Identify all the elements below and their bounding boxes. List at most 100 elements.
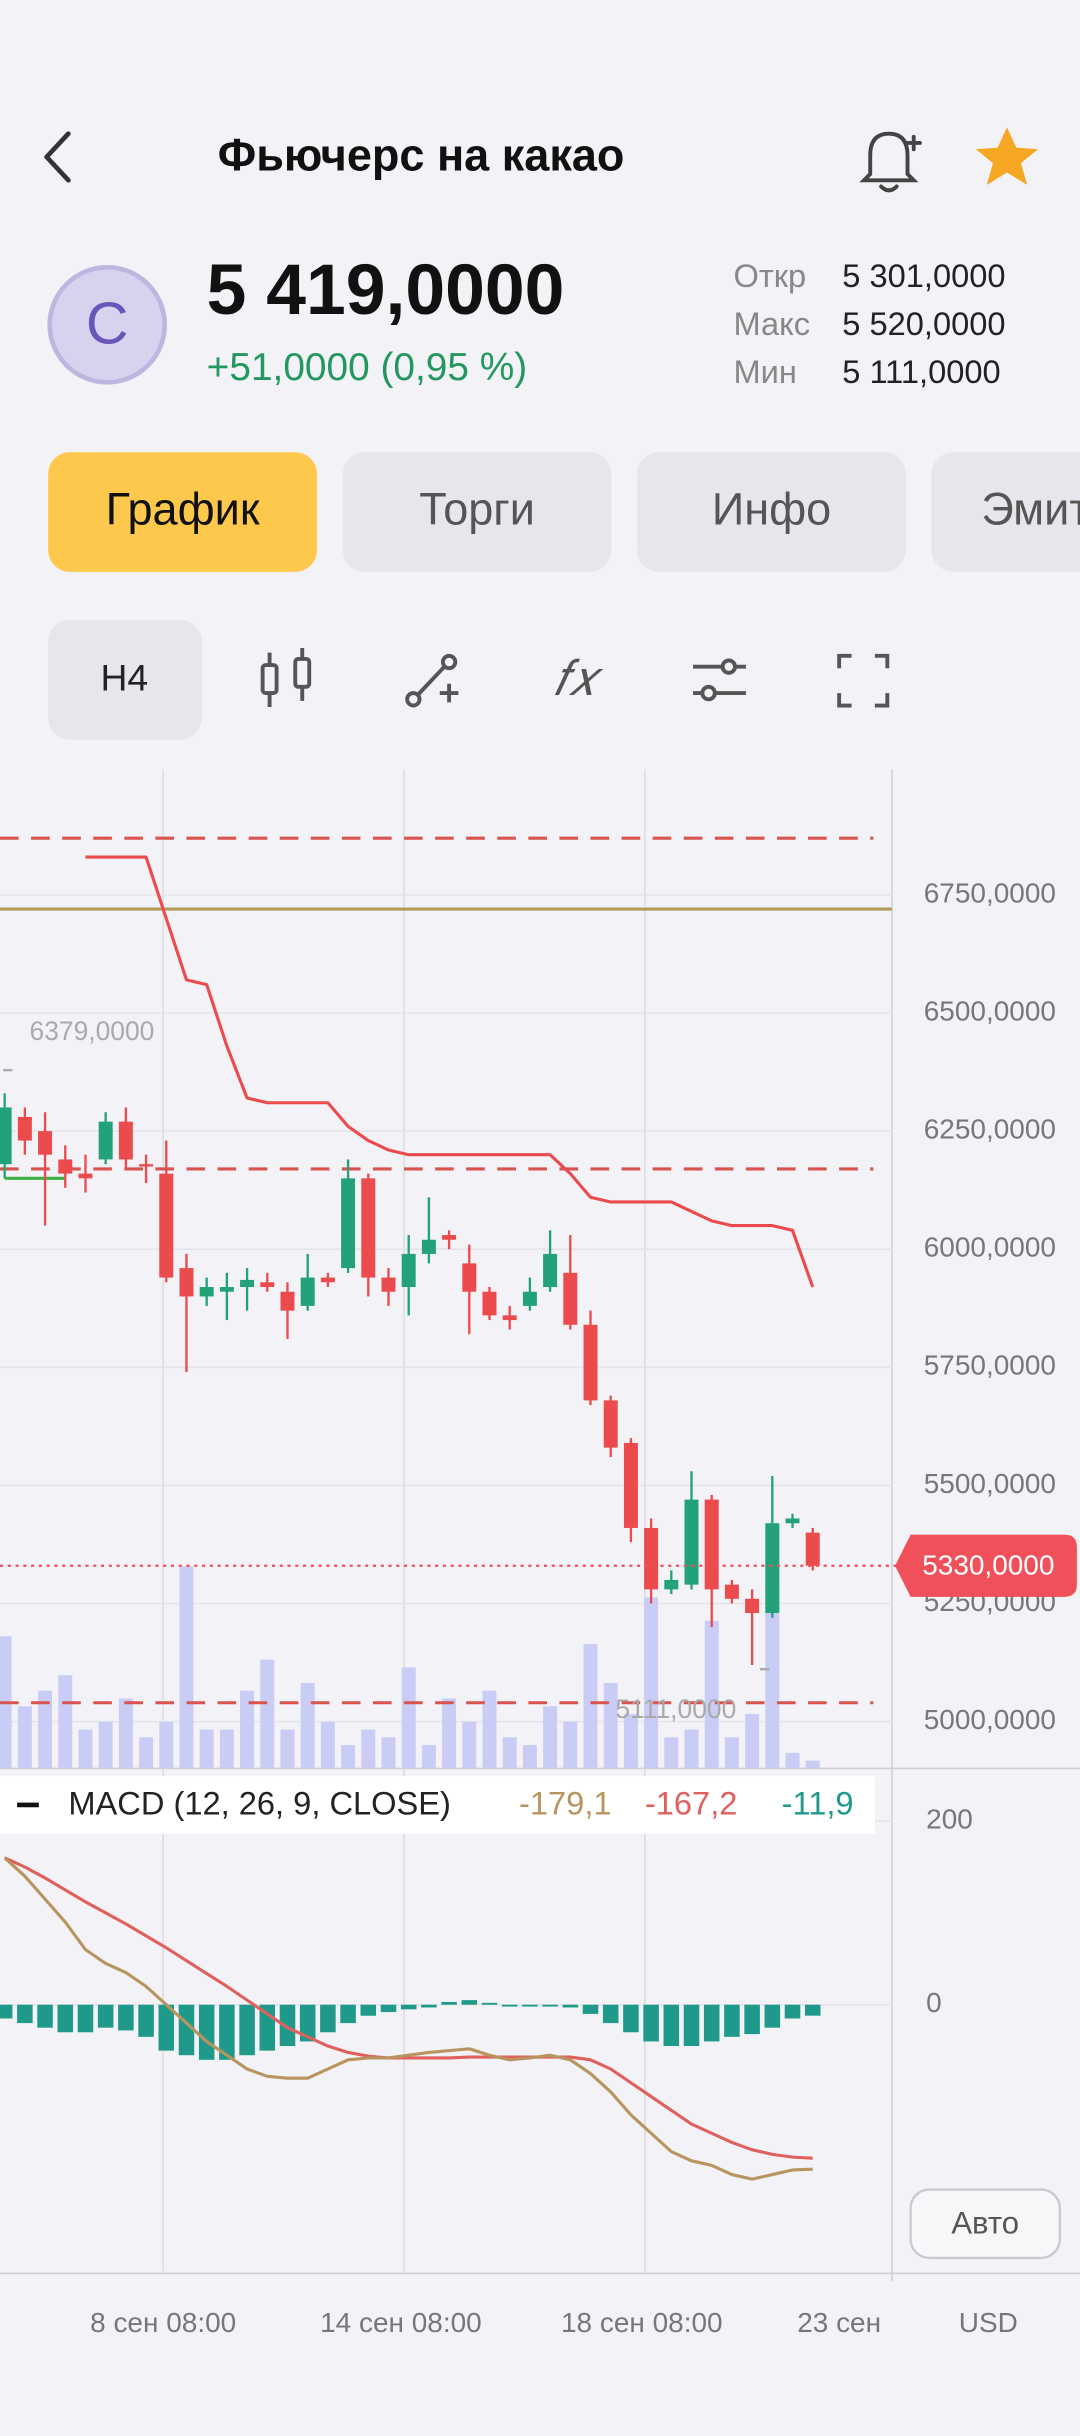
macd-histogram-bar [804,2004,821,2016]
candle [482,1287,497,1321]
macd-histogram-bar [320,2004,336,2033]
macd-histogram-bar [360,2004,377,2016]
candle-body [664,1579,679,1590]
macd-histogram-bar [501,2004,518,2007]
candle [684,1471,699,1590]
interval-button[interactable] [48,620,203,740]
fullscreen-button[interactable] [837,653,890,708]
macd-histogram-bar [663,2004,680,2047]
tab-label: Эмит [981,484,1080,535]
candle [644,1518,659,1604]
draw-button[interactable] [405,653,459,708]
candle-body [623,1442,638,1528]
candle [280,1282,295,1339]
volume-bar [78,1729,93,1769]
macd-legend-box [0,1776,875,1834]
candle [563,1235,578,1330]
y-tick-label: 0 [926,1987,942,2018]
y-tick-label: 5750,0000 [924,1350,1056,1381]
candle-body [179,1268,194,1297]
volume-bar [421,1745,436,1769]
stat-value: 5 301,0000 [842,257,1005,294]
candle-body [724,1584,739,1599]
macd-histogram-bar [77,2004,94,2033]
candle-body [361,1178,376,1278]
settings-button[interactable] [693,658,746,702]
macd-legend-icon[interactable] [17,1802,39,1808]
candle-body [462,1263,477,1292]
macd-histogram-bar [481,2002,498,2005]
x-tick-label: 14 сен 08:00 [320,2307,482,2338]
volume-bar [179,1566,194,1769]
candle [118,1107,133,1169]
macd-histogram-bar [703,2004,720,2042]
candle-body [0,1107,12,1165]
macd-histogram-bar [744,2004,760,2035]
tab[interactable] [342,452,612,572]
tab[interactable] [637,452,906,572]
tab[interactable] [931,452,1080,572]
candle-body [38,1131,53,1155]
volume-bar [139,1737,154,1769]
candle [38,1112,53,1226]
candle [17,1107,32,1155]
macd-histogram-bar [461,2000,478,2005]
volume-bar [320,1721,335,1769]
macd-value: -179,1 [519,1784,612,1821]
stat-label: Откр [733,257,806,294]
x-tick-label: 8 сен 08:00 [90,2307,236,2338]
volume-bar [260,1659,275,1769]
tab[interactable] [48,452,318,572]
candle-body [785,1518,800,1524]
candle-body [17,1116,32,1141]
candle-body [502,1315,517,1321]
volume-bar [219,1729,234,1769]
volume-bar [341,1745,356,1769]
macd-histogram-bar [178,2004,195,2056]
stat-value: 5 520,0000 [842,305,1005,342]
alert-button[interactable] [859,131,922,193]
macd-histogram-bar [198,2004,215,2060]
macd-histogram-bar [400,2004,417,2010]
volume-bar [603,1682,618,1769]
candle-body [260,1282,275,1288]
volume-bar [704,1620,719,1769]
interval-label: H4 [100,656,148,698]
candle [199,1277,214,1306]
candle [745,1589,760,1665]
candle [421,1197,436,1264]
candle [240,1268,255,1311]
candle [219,1272,234,1321]
back-button[interactable] [44,131,71,183]
volume-bar [159,1721,174,1769]
candle-body [805,1532,820,1566]
candle [583,1310,598,1406]
volume-bar [543,1706,558,1769]
volume-bar [482,1690,497,1769]
macd-histogram-bar [582,2004,599,2014]
candle [805,1527,820,1571]
chart-type-button[interactable] [260,648,312,708]
currency: USD [959,2307,1018,2338]
candle [664,1570,679,1595]
favorite-star[interactable] [975,127,1039,185]
candle [98,1112,113,1165]
candle-body [401,1253,416,1288]
indicators-button[interactable]: 𝑓𝑥 [553,651,603,706]
x-tick-label: 23 сен [797,2307,881,2338]
macd-histogram-bar [118,2004,134,2031]
volume-bar [785,1752,800,1769]
volume-bar [58,1675,73,1769]
candle-body [219,1287,234,1292]
volume-bar [724,1737,739,1769]
candle [401,1235,416,1316]
tabs: График Торги Инфо Эмит [48,452,1080,572]
volume-bar [280,1729,295,1769]
macd-legend: MACD (12, 26, 9, CLOSE) [68,1784,451,1821]
auto-scale-button[interactable] [909,2188,1061,2260]
high-marker-label: 6379,0000 [30,1016,155,1046]
macd-histogram-bar [643,2004,659,2042]
candle-body [381,1277,396,1292]
candle-body [159,1173,174,1278]
